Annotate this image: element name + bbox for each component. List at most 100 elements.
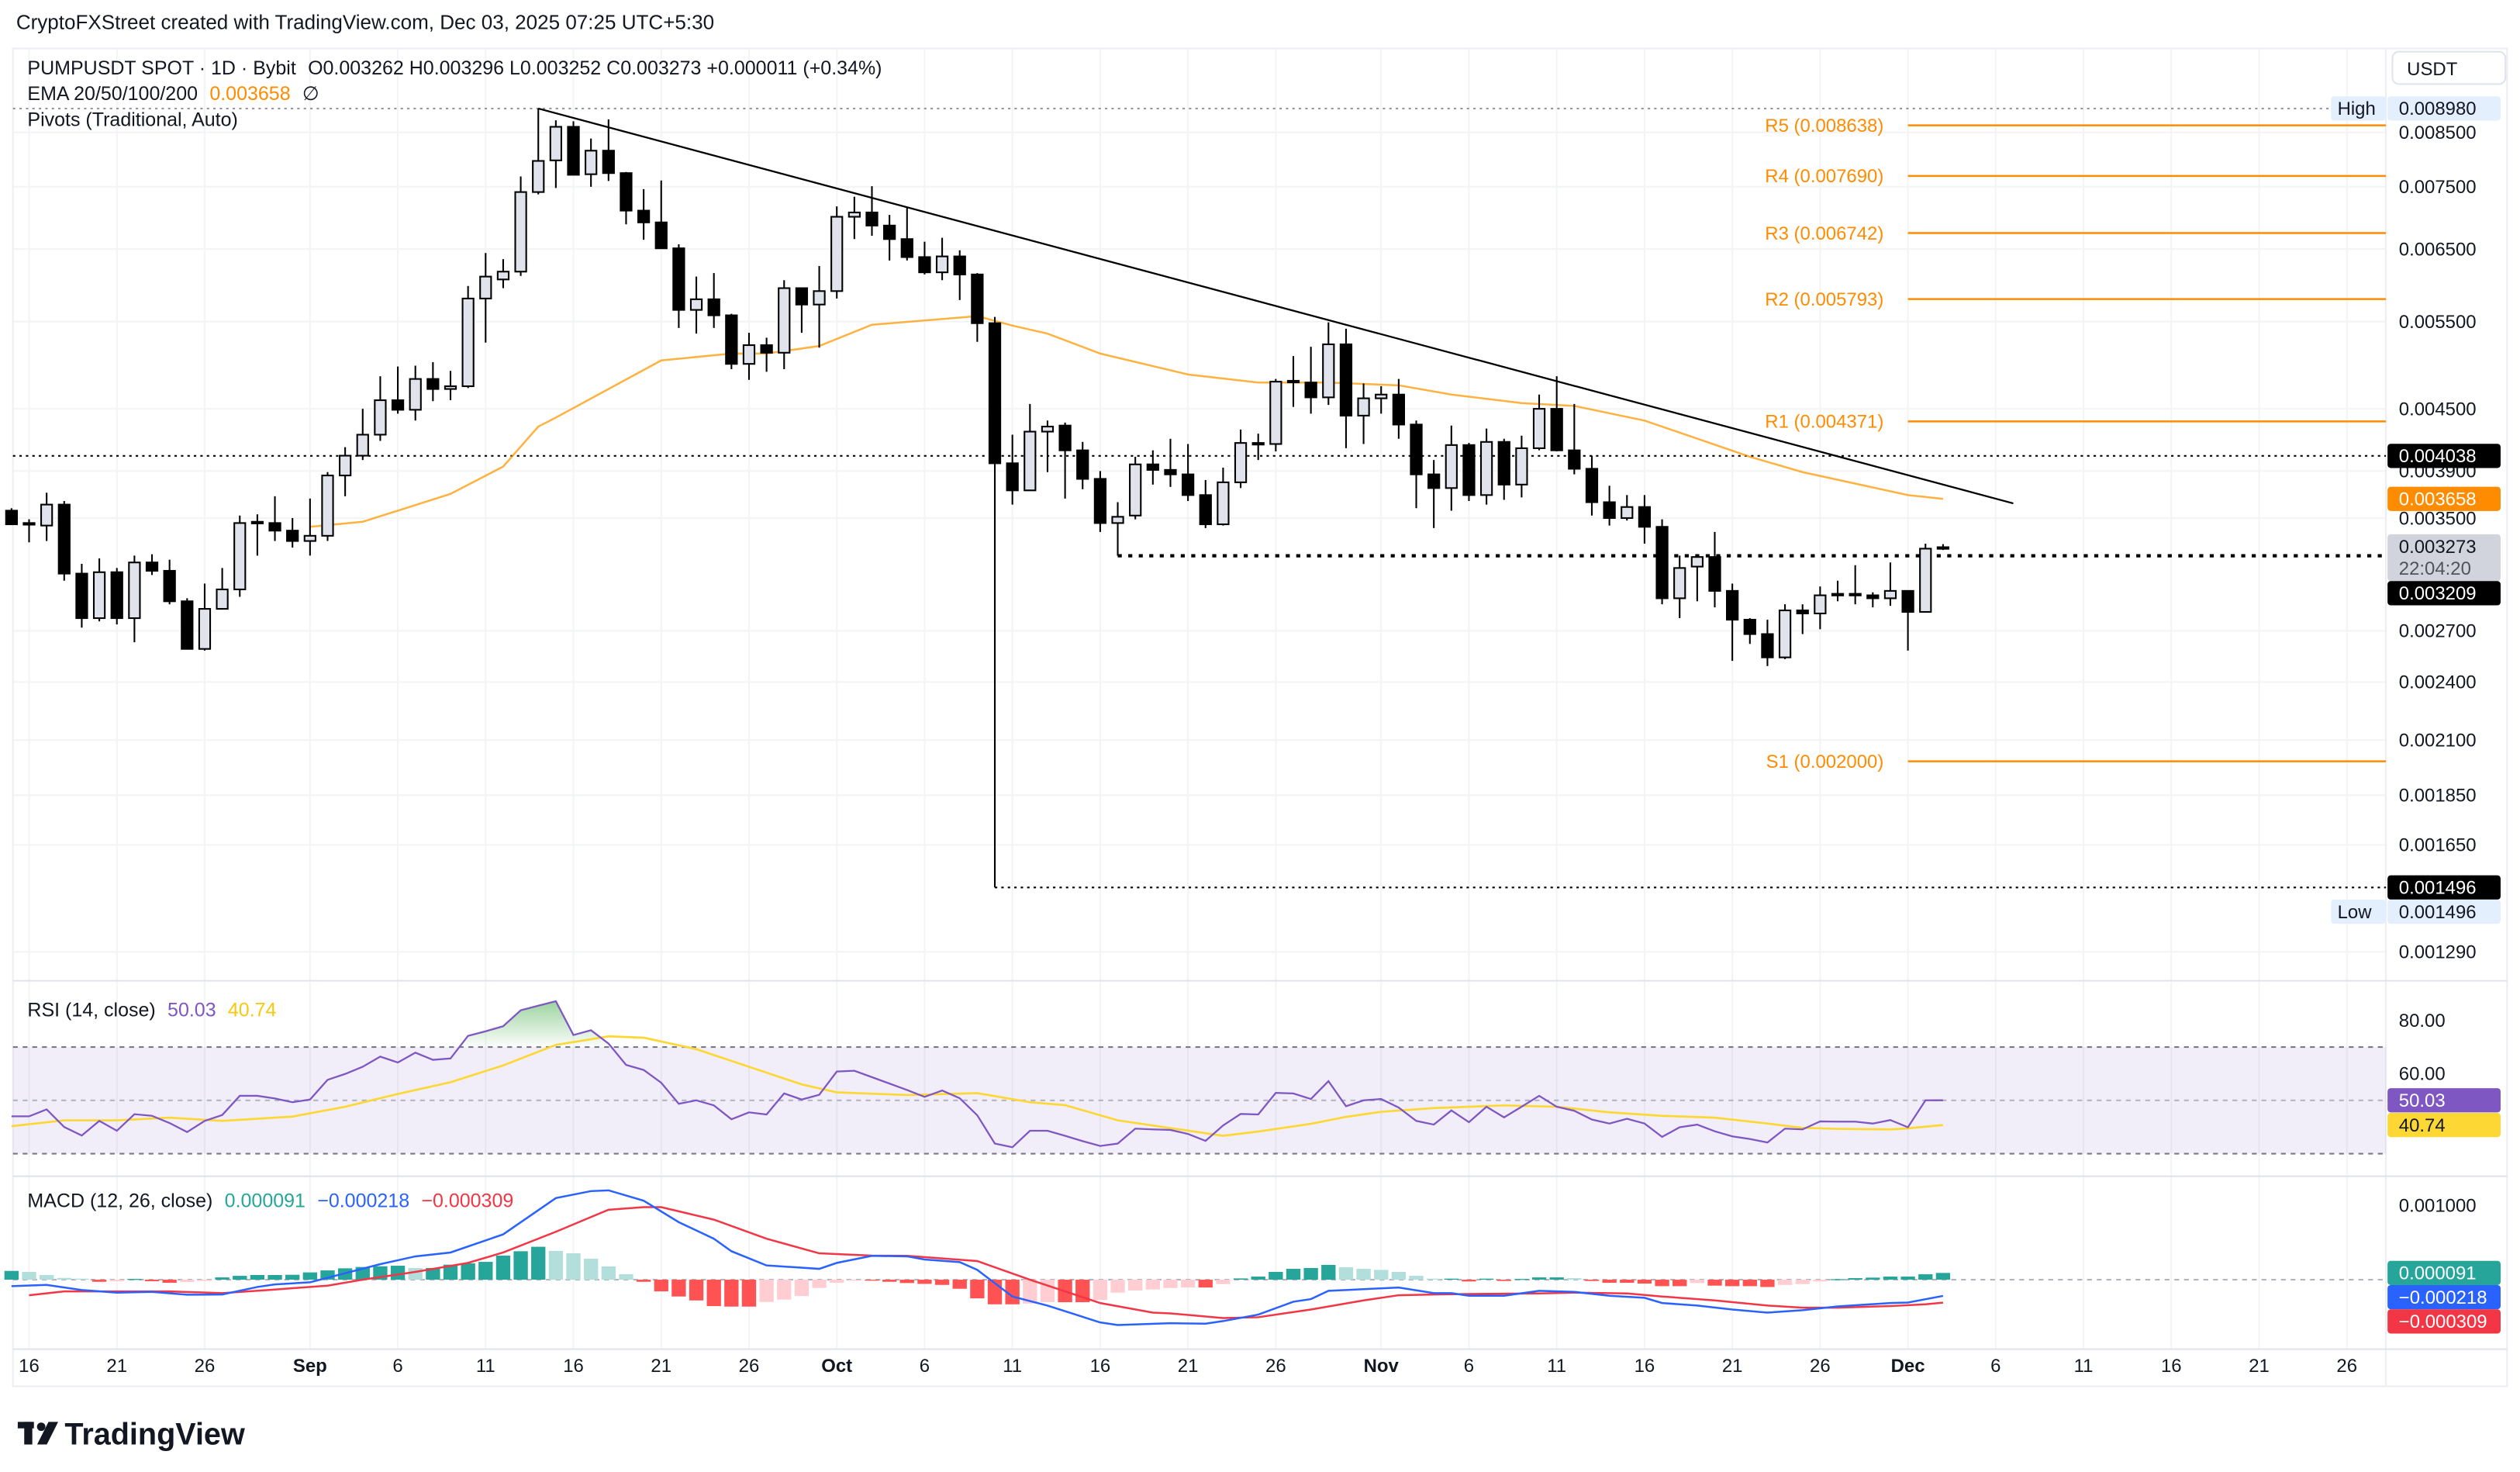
- time-tick-label: 21: [1178, 1356, 1199, 1377]
- pivots-legend[interactable]: Pivots (Traditional, Auto): [27, 109, 237, 131]
- candle: [514, 176, 527, 276]
- macd-label: MACD (12, 26, close): [27, 1190, 212, 1211]
- macd-histogram-bar: [794, 1280, 810, 1297]
- candle-body: [1532, 408, 1546, 449]
- candle-body: [1936, 546, 1950, 550]
- candle-body: [585, 150, 598, 175]
- candle: [198, 583, 212, 651]
- candle: [374, 376, 387, 441]
- candle-body: [145, 562, 159, 572]
- candle: [1515, 435, 1528, 498]
- candle-body: [532, 160, 545, 193]
- macd-histogram-bar: [1023, 1280, 1037, 1304]
- candle: [988, 316, 1002, 888]
- price-badge-bg: [2387, 444, 2501, 468]
- rsi-legend[interactable]: RSI (14, close) 50.03 40.74: [27, 999, 276, 1021]
- candle-body: [321, 475, 334, 537]
- candle-body: [813, 290, 826, 306]
- candle-body: [988, 322, 1002, 465]
- candle-body: [268, 522, 281, 532]
- macd-histogram-bar: [268, 1275, 282, 1280]
- tradingview-logo[interactable]: TradingView: [17, 1418, 245, 1452]
- candle: [1339, 328, 1353, 448]
- candle: [689, 276, 703, 334]
- candle: [1024, 403, 1037, 492]
- pivot-label: R4 (0.007690): [1765, 166, 1883, 187]
- candle: [181, 598, 194, 650]
- macd-histogram-bar: [1514, 1279, 1529, 1280]
- candle: [1814, 586, 1827, 630]
- candle: [22, 519, 36, 543]
- macd-histogram-bar: [478, 1262, 493, 1280]
- axes[interactable]: 0.008500 0.007500 0.006500 0.005500 0.004500…: [19, 96, 2501, 1377]
- price-badge: 0.003209: [2387, 581, 2501, 606]
- price-badge-text: 0.003658: [2399, 489, 2477, 510]
- macd-histogram-bar: [1444, 1278, 1458, 1280]
- macd-histogram-bar: [513, 1251, 528, 1280]
- macd-histogram-bar: [1918, 1274, 1933, 1280]
- candle-body: [1234, 442, 1248, 483]
- rsi-tick-label: 80.00: [2399, 1011, 2446, 1031]
- time-tick-label: 16: [2161, 1356, 2182, 1377]
- time-tick-label: 26: [739, 1356, 760, 1377]
- candle-body: [725, 314, 738, 365]
- candle-body: [303, 534, 316, 542]
- macd-histogram-bar: [1707, 1280, 1722, 1286]
- macd-histogram-bar: [1531, 1277, 1547, 1280]
- ema-empty-icon: ∅: [302, 83, 319, 105]
- candle-body: [92, 571, 106, 620]
- time-tick-label: 26: [1810, 1356, 1831, 1377]
- ema-legend[interactable]: EMA 20/50/100/200 0.003658 ∅: [27, 83, 319, 105]
- candle: [163, 559, 176, 605]
- candle-body: [918, 256, 931, 274]
- macd-histogram-bar: [1427, 1278, 1441, 1280]
- candle-body: [1251, 442, 1265, 446]
- candle: [672, 244, 685, 328]
- time-tick-label: Dec: [1891, 1356, 1925, 1377]
- macd-badge: −0.000218: [2387, 1284, 2501, 1310]
- macd-histogram-bar: [1567, 1278, 1582, 1280]
- candle: [1568, 403, 1581, 475]
- candle: [1392, 378, 1406, 439]
- time-tick-label: 6: [1464, 1356, 1474, 1377]
- macd-legend[interactable]: MACD (12, 26, close) 0.000091 −0.000218 …: [27, 1190, 513, 1211]
- candle-body: [22, 522, 36, 526]
- macd-histogram-bar: [1286, 1269, 1301, 1280]
- macd-histogram-bar: [1198, 1280, 1213, 1288]
- candle: [233, 515, 247, 597]
- symbol-name[interactable]: PUMPUSDT SPOT · 1D · Bybit: [27, 57, 295, 79]
- macd-histogram-bar: [285, 1274, 300, 1280]
- candle: [971, 273, 984, 342]
- rsi-pane[interactable]: [11, 1000, 2387, 1155]
- candle: [549, 120, 563, 188]
- candle-body: [1024, 430, 1037, 492]
- countdown-text: 22:04:20: [2399, 558, 2471, 579]
- rsi-ma-value: 40.74: [228, 999, 277, 1021]
- candle-body: [1655, 526, 1669, 600]
- macd-histogram-bar: [970, 1280, 985, 1299]
- candle-body: [1849, 593, 1862, 596]
- macd-badge-bg: [2387, 1309, 2501, 1334]
- macd-histogram-bar: [1356, 1269, 1371, 1280]
- time-tick-label: 11: [2074, 1356, 2094, 1377]
- candle-body: [1375, 393, 1388, 399]
- macd-badge-text: −0.000218: [2399, 1287, 2487, 1308]
- currency-button[interactable]: USDT: [2391, 50, 2507, 85]
- candle-body: [935, 255, 949, 274]
- candle-body: [1217, 481, 1230, 526]
- time-tick-label: 11: [1547, 1356, 1566, 1377]
- price-pane[interactable]: R5 (0.008638) R4 (0.007690) R3 (0.006742) R…: [5, 107, 2387, 889]
- candle-body: [1076, 449, 1089, 480]
- candle: [356, 409, 369, 461]
- candle-body: [1445, 444, 1458, 489]
- trendline: [537, 107, 2014, 505]
- macd-pane[interactable]: [4, 1189, 2387, 1326]
- candle: [391, 366, 405, 414]
- candle: [40, 492, 54, 541]
- candle-body: [40, 503, 54, 527]
- candle: [707, 273, 720, 328]
- macd-histogram-bar: [4, 1270, 19, 1280]
- price-badge-tag: Low: [2338, 902, 2373, 923]
- price-badge: 0.003658: [2387, 486, 2501, 511]
